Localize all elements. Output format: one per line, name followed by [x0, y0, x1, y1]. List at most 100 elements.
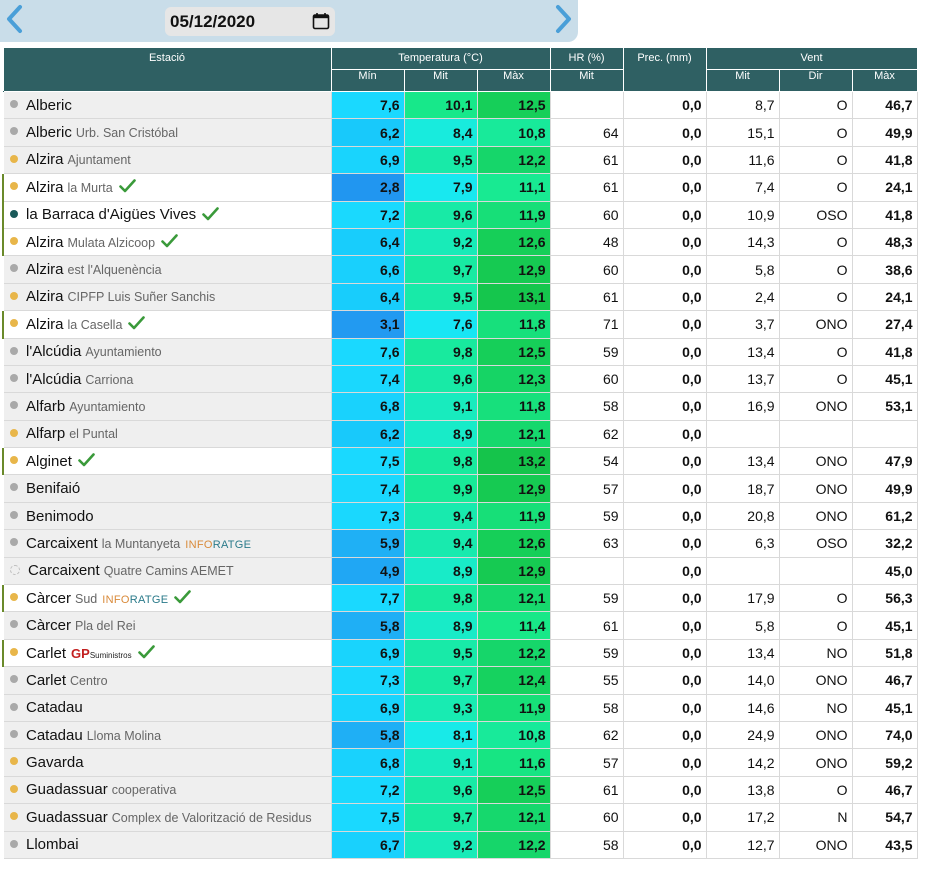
station-name-cell[interactable]: Càrcer Pla del Rei: [3, 611, 332, 640]
station-name[interactable]: Carcaixent: [28, 562, 100, 580]
station-name[interactable]: Gavarda: [26, 754, 84, 772]
station-name[interactable]: Alberic: [26, 124, 72, 142]
station-name-cell[interactable]: Alzira la Murta: [2, 173, 332, 202]
station-row[interactable]: Alberic Urb. San Cristóbal 6,2 8,4 10,8 64 0,0…: [3, 118, 918, 147]
station-name-cell[interactable]: Alfarp el Puntal: [3, 419, 332, 449]
date-picker-field[interactable]: 05/12/2020: [165, 7, 335, 36]
station-location: el Puntal: [69, 427, 118, 442]
station-row[interactable]: Alzira la Casella 3,1 7,6 11,8 71 0,0 3,7 ONO 27,…: [2, 310, 918, 339]
header-temp-mid[interactable]: Mit: [403, 69, 478, 92]
station-row[interactable]: Alberic 7,6 10,1 12,5 0,0 8,7 O 46,7: [3, 90, 918, 120]
station-name-cell[interactable]: Alzira Ajuntament: [3, 145, 332, 175]
station-status-dot: [10, 784, 18, 793]
station-row[interactable]: Benifaió 7,4 9,9 12,9 57 0,0 18,7 ONO 49,9: [3, 474, 918, 503]
station-name-cell[interactable]: Gavarda: [3, 748, 332, 777]
station-name-cell[interactable]: Carcaixent la Muntanyeta INFORATGE: [3, 529, 332, 558]
station-name[interactable]: Alzira: [26, 315, 64, 333]
station-name[interactable]: Guadassuar: [26, 781, 108, 799]
station-name-cell[interactable]: Llombai: [3, 830, 332, 859]
station-row[interactable]: Alzira est l'Alquenència 6,6 9,7 12,9 60 0,0 5,…: [3, 255, 918, 284]
station-name[interactable]: Alzira: [26, 288, 64, 306]
station-name[interactable]: Alzira: [26, 261, 64, 279]
station-name[interactable]: la Barraca d'Aigües Vives: [26, 206, 197, 224]
station-name-cell[interactable]: Guadassuar cooperativa: [3, 775, 332, 805]
station-name[interactable]: l'Alcúdia: [26, 343, 82, 361]
header-humidity-mid[interactable]: Mit: [549, 69, 624, 92]
station-name[interactable]: Carlet: [26, 671, 67, 689]
header-wind-mid[interactable]: Mit: [705, 69, 780, 92]
station-name[interactable]: Catadau: [26, 699, 83, 717]
station-name[interactable]: Carlet: [26, 644, 67, 662]
header-wind-dir[interactable]: Dir: [778, 69, 853, 92]
station-row[interactable]: Carlet GPSuministros 6,9 9,5 12,2 59 0,0 13,4 NO…: [2, 638, 918, 668]
station-name-cell[interactable]: Càrcer Sud INFORATGE: [2, 584, 332, 613]
station-row[interactable]: Alfarp el Puntal 6,2 8,9 12,1 62 0,0: [3, 419, 918, 449]
station-name[interactable]: Alfarb: [26, 397, 66, 415]
station-row[interactable]: Guadassuar cooperativa 7,2 9,6 12,5 61 0,0 13,8…: [3, 775, 918, 805]
station-row[interactable]: Guadassuar Complex de Valorització de Res…: [3, 803, 918, 832]
station-name[interactable]: Benifaió: [26, 480, 81, 498]
station-name-cell[interactable]: Alberic: [3, 90, 332, 120]
station-name-cell[interactable]: Catadau Lloma Molina: [3, 720, 332, 750]
station-name[interactable]: Guadassuar: [26, 808, 108, 826]
station-name-cell[interactable]: Carlet Centro: [3, 666, 332, 695]
station-name-cell[interactable]: la Barraca d'Aigües Vives: [2, 200, 332, 229]
station-name-cell[interactable]: Guadassuar Complex de Valorització de Res…: [3, 803, 332, 832]
station-name[interactable]: Llombai: [26, 836, 79, 854]
station-name-cell[interactable]: Alzira Mulata Alzicoop: [2, 227, 332, 257]
station-name-cell[interactable]: Alberic Urb. San Cristóbal: [3, 118, 332, 147]
station-name[interactable]: Càrcer: [26, 589, 72, 607]
station-row[interactable]: Benimodo 7,3 9,4 11,9 59 0,0 20,8 ONO 61,2: [3, 501, 918, 531]
station-row[interactable]: Alzira Ajuntament 6,9 9,5 12,2 61 0,0 11,6 O 41,8: [3, 145, 918, 175]
station-row[interactable]: Llombai 6,7 9,2 12,2 58 0,0 12,7 ONO 43,5: [3, 830, 918, 859]
station-name[interactable]: Alginet: [26, 452, 72, 470]
station-row[interactable]: Carlet Centro 7,3 9,7 12,4 55 0,0 14,0 ONO 46,7: [3, 666, 918, 695]
header-temp-min[interactable]: Mín: [330, 69, 405, 92]
station-name[interactable]: Catadau: [26, 726, 83, 744]
next-day-button[interactable]: [550, 3, 576, 35]
station-name-cell[interactable]: Benifaió: [3, 474, 332, 503]
station-name-cell[interactable]: Benimodo: [3, 501, 332, 531]
station-row[interactable]: Carcaixent Quatre Camins AEMET 4,9 8,9 12,9 0…: [3, 556, 918, 586]
station-row[interactable]: Catadau 6,9 9,3 11,9 58 0,0 14,6 NO 45,1: [3, 693, 918, 722]
station-name[interactable]: Alzira: [26, 233, 64, 251]
station-row[interactable]: Alginet 7,5 9,8 13,2 54 0,0 13,4 ONO 47,9: [2, 447, 918, 476]
humidity-cell: [549, 556, 624, 586]
previous-day-button[interactable]: [2, 3, 28, 35]
station-name-cell[interactable]: Alzira est l'Alquenència: [3, 255, 332, 284]
station-name-cell[interactable]: Catadau: [3, 693, 332, 722]
station-row[interactable]: Càrcer Pla del Rei 5,8 8,9 11,4 61 0,0 5,8 O 45,1: [3, 611, 918, 640]
station-name[interactable]: l'Alcúdia: [26, 370, 82, 388]
station-name[interactable]: Alzira: [26, 178, 64, 196]
station-row[interactable]: Carcaixent la Muntanyeta INFORATGE 5,9 9,4 12…: [3, 529, 918, 558]
station-row[interactable]: Alfarb Ayuntamiento 6,8 9,1 11,8 58 0,0 16,9 ONO…: [3, 392, 918, 421]
station-name-cell[interactable]: l'Alcúdia Ayuntamiento: [3, 337, 332, 366]
station-row[interactable]: l'Alcúdia Carriona 7,4 9,6 12,3 60 0,0 13,7 O 45,…: [3, 364, 918, 394]
station-name[interactable]: Carcaixent: [26, 534, 98, 552]
station-name-cell[interactable]: Alfarb Ayuntamiento: [3, 392, 332, 421]
station-row[interactable]: l'Alcúdia Ayuntamiento 7,6 9,8 12,5 59 0,0 13,4…: [3, 337, 918, 366]
station-name[interactable]: Alberic: [26, 96, 72, 114]
header-station[interactable]: Estació: [2, 47, 332, 92]
station-name[interactable]: Benimodo: [26, 507, 94, 525]
station-row[interactable]: Alzira CIPFP Luis Suñer Sanchis 6,4 9,5 13,1…: [3, 282, 918, 312]
station-name-cell[interactable]: Carlet GPSuministros: [2, 638, 332, 668]
station-row[interactable]: Catadau Lloma Molina 5,8 8,1 10,8 62 0,0 24,9 ON…: [3, 720, 918, 750]
station-row[interactable]: Alzira la Murta 2,8 7,9 11,1 61 0,0 7,4 O 24,1: [2, 173, 918, 202]
station-name-cell[interactable]: Alzira la Casella: [2, 310, 332, 339]
station-name[interactable]: Càrcer: [26, 617, 72, 635]
station-row[interactable]: Gavarda 6,8 9,1 11,6 57 0,0 14,2 ONO 59,2: [3, 748, 918, 777]
station-row[interactable]: Càrcer Sud INFORATGE 7,7 9,8 12,1 59 0,0 17,9 O 56…: [2, 584, 918, 613]
header-temp-max[interactable]: Màx: [476, 69, 551, 92]
station-name[interactable]: Alzira: [26, 151, 64, 169]
station-name-cell[interactable]: l'Alcúdia Carriona: [3, 364, 332, 394]
station-row[interactable]: Alzira Mulata Alzicoop 6,4 9,2 12,6 48 0,0 14,3…: [2, 227, 918, 257]
station-name-cell[interactable]: Carcaixent Quatre Camins AEMET: [3, 556, 332, 586]
header-precipitation[interactable]: Prec. (mm): [622, 47, 707, 92]
header-wind-max[interactable]: Màx: [851, 69, 918, 92]
station-row[interactable]: la Barraca d'Aigües Vives 7,2 9,6 11,9 60 0,0…: [2, 200, 918, 229]
station-name-cell[interactable]: Alginet: [2, 447, 332, 476]
station-name-cell[interactable]: Alzira CIPFP Luis Suñer Sanchis: [3, 282, 332, 312]
calendar-icon[interactable]: [312, 12, 330, 30]
station-name[interactable]: Alfarp: [26, 425, 66, 443]
